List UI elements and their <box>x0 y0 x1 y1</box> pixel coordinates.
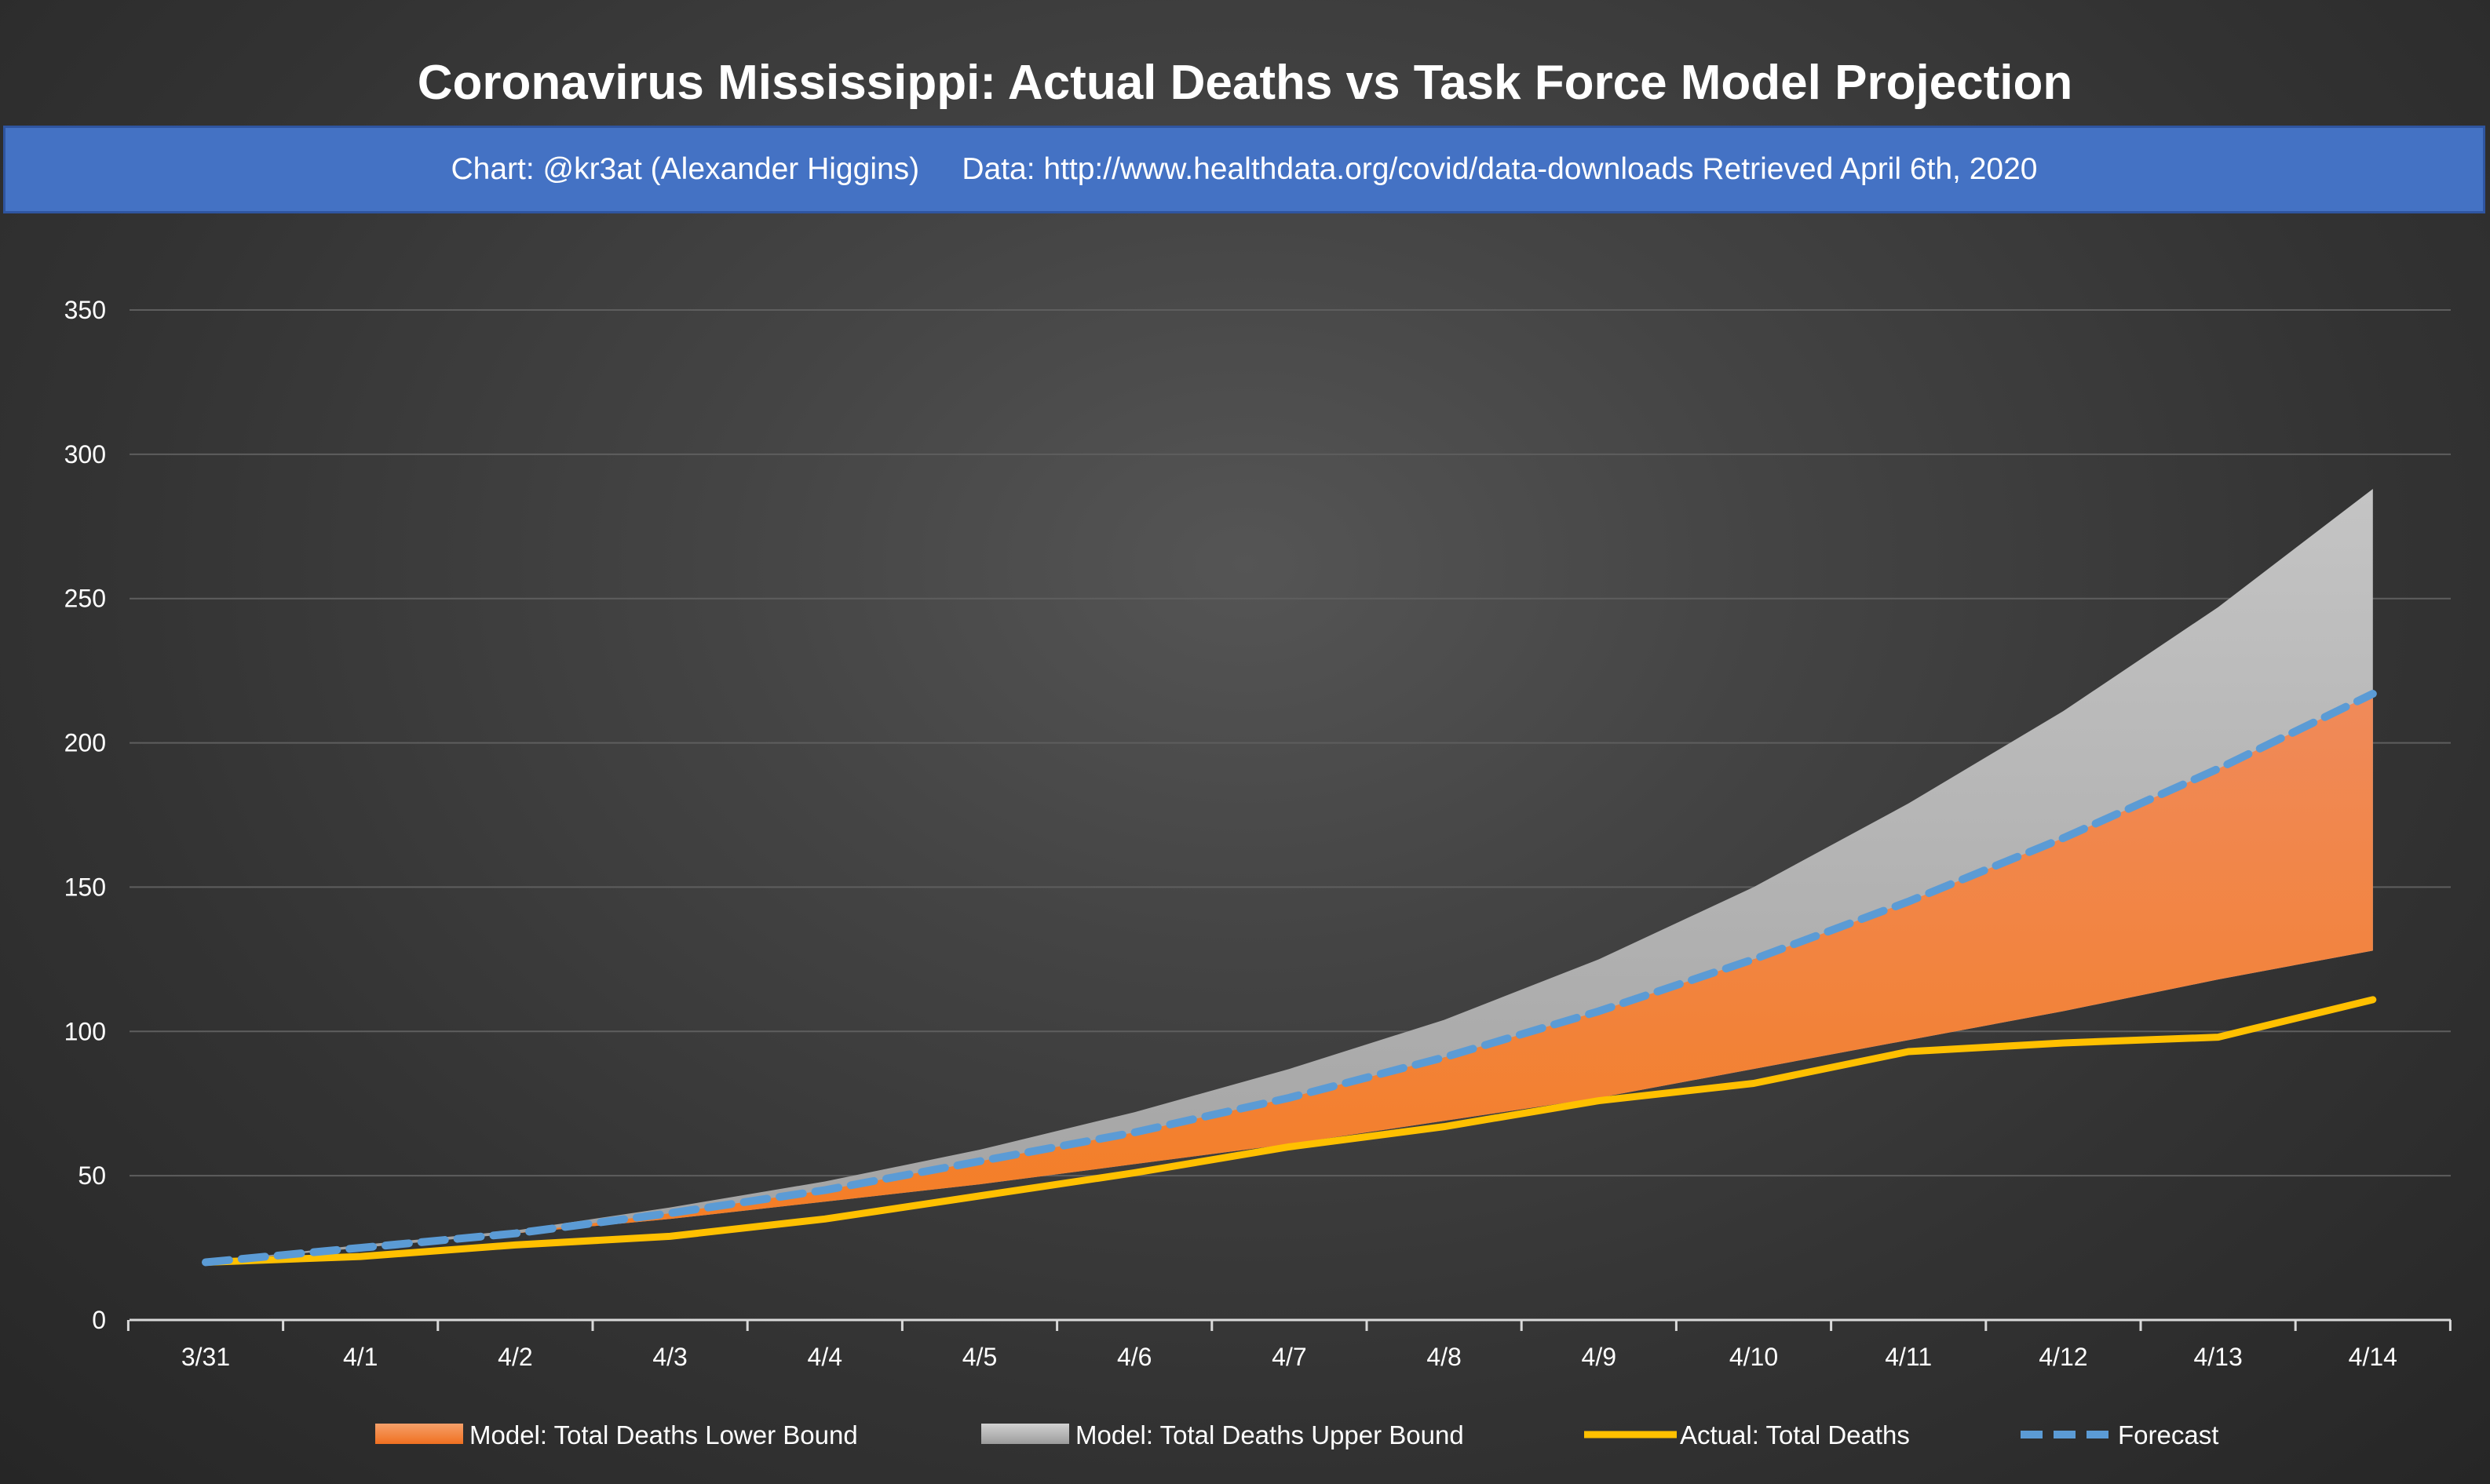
x-tick-label: 3/31 <box>181 1343 230 1371</box>
axes: 0 50 100 150 200 250 300 350 3/31 4/1 4/2 4/3 4/4 4/5… <box>64 296 2452 1371</box>
legend-item: Model: Total Deaths Lower Bound <box>375 1420 858 1449</box>
legend-item: Forecast <box>2021 1420 2218 1449</box>
chart-subtitle: Chart: @kr3at (Alexander Higgins) Data: … <box>451 152 2038 186</box>
legend: Model: Total Deaths Lower Bound Model: To… <box>375 1420 2218 1449</box>
point-forecast <box>360 1247 361 1249</box>
point-forecast <box>2372 693 2374 695</box>
x-tick-label: 4/3 <box>652 1343 687 1371</box>
x-tick-label: 4/12 <box>2039 1343 2087 1371</box>
legend-item: Actual: Total Deaths <box>1584 1420 1910 1449</box>
point-forecast <box>514 1233 516 1234</box>
point-actual <box>360 1256 361 1257</box>
legend-label: Model: Total Deaths Lower Bound <box>469 1420 858 1449</box>
legend-swatch <box>981 1424 1069 1444</box>
x-tick-label: 4/9 <box>1582 1343 1616 1371</box>
y-tick-label: 200 <box>64 729 106 757</box>
legend-label: Model: Total Deaths Upper Bound <box>1075 1420 1464 1449</box>
x-tick-label: 4/5 <box>962 1343 997 1371</box>
point-forecast <box>1288 1097 1290 1099</box>
legend-label: Forecast <box>2118 1420 2218 1449</box>
y-tick-label: 150 <box>64 873 106 901</box>
x-tick-label: 4/4 <box>808 1343 842 1371</box>
y-tick-label: 0 <box>92 1306 106 1334</box>
area-lower-bound <box>206 694 2373 1263</box>
chart-subtitle-banner: Chart: @kr3at (Alexander Higgins) Data: … <box>3 126 2485 213</box>
x-tick-label: 4/10 <box>1729 1343 1778 1371</box>
y-tick-label: 50 <box>78 1161 106 1190</box>
point-forecast <box>1598 1011 1600 1012</box>
legend-item: Model: Total Deaths Upper Bound <box>981 1420 1464 1449</box>
point-actual <box>1134 1172 1135 1173</box>
y-tick-label: 300 <box>64 440 106 469</box>
point-forecast <box>1908 901 1909 902</box>
x-tick-label: 4/6 <box>1117 1343 1152 1371</box>
x-tick-label: 4/1 <box>343 1343 378 1371</box>
point-actual <box>824 1218 826 1220</box>
x-tick-label: 4/8 <box>1426 1343 1461 1371</box>
x-tick-label: 4/14 <box>2349 1343 2397 1371</box>
point-actual <box>2372 999 2374 1001</box>
point-forecast <box>2062 837 2064 839</box>
point-actual <box>2062 1042 2064 1044</box>
y-tick-label: 350 <box>64 296 106 324</box>
series-lines <box>202 690 2377 1267</box>
x-tick-label: 4/7 <box>1272 1343 1306 1371</box>
y-tick-label: 100 <box>64 1017 106 1045</box>
x-tick-label: 4/11 <box>1885 1343 1932 1371</box>
legend-label: Actual: Total Deaths <box>1680 1420 1910 1449</box>
x-tick-label: 4/2 <box>498 1343 532 1371</box>
chart-title: Coronavirus Mississippi: Actual Deaths v… <box>417 56 2073 110</box>
series-areas <box>206 488 2373 1263</box>
point-actual <box>1598 1100 1600 1102</box>
y-tick-label: 250 <box>64 585 106 613</box>
legend-swatch <box>375 1424 463 1444</box>
x-tick-label: 4/13 <box>2193 1343 2242 1371</box>
